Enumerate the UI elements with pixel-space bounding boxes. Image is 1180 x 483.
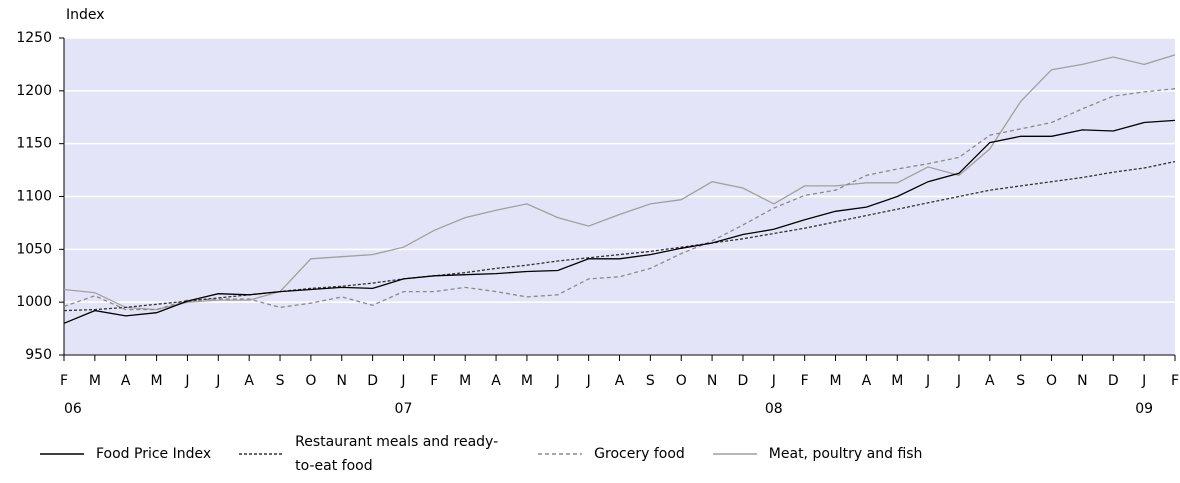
series-line [63, 88, 1176, 311]
x-tick-label: A [121, 373, 131, 389]
legend-item: Grocery food [538, 446, 685, 462]
x-tick-label: N [1077, 373, 1087, 389]
x-tick-label: J [400, 373, 405, 389]
legend-swatch [538, 453, 583, 455]
x-tick-label: A [491, 373, 501, 389]
chart: Index 950 1000 1050 1100 1150 1200 1250 F 06 M A M J… [16, 7, 1179, 417]
x-tick-label: D [1108, 373, 1119, 389]
x-tick-label: J [771, 373, 776, 389]
year-label: 06 [64, 401, 82, 417]
legend-item: Restaurant meals and ready-to-eat food [239, 430, 510, 478]
x-tick-label: F [1171, 373, 1179, 389]
legend-swatch [239, 453, 284, 455]
legend-label: Restaurant meals and ready-to-eat food [295, 434, 499, 474]
x-tick-label: N [337, 373, 347, 389]
x-tick-label: D [367, 373, 378, 389]
x-tick-label: D [738, 373, 749, 389]
x-tick-label: M [459, 373, 471, 389]
x-tick-label: S [276, 373, 285, 389]
x-tick-label: O [1046, 373, 1057, 389]
x-tick-label: S [1016, 373, 1025, 389]
y-tick-label: 1150 [16, 136, 52, 152]
x-tick-label: J [925, 373, 930, 389]
x-tick-label: J [555, 373, 560, 389]
legend-swatch [712, 453, 757, 455]
legend-label: Food Price Index [96, 446, 212, 462]
x-tick-label: A [862, 373, 872, 389]
x-tick-label: M [151, 373, 163, 389]
y-tick-label: 1200 [16, 83, 52, 99]
series-line [63, 119, 1176, 324]
x-tick-label: S [646, 373, 655, 389]
y-tick-label: 1100 [16, 189, 52, 205]
x-tick-label: J [1141, 373, 1146, 389]
year-label: 07 [395, 401, 413, 417]
x-tick-label: O [676, 373, 687, 389]
x-tick-label: J [586, 373, 591, 389]
x-tick-label: F [801, 373, 809, 389]
x-tick-label: J [956, 373, 961, 389]
x-tick-label: A [615, 373, 625, 389]
x-tick-label: O [305, 373, 316, 389]
y-tick-label: 1250 [16, 30, 52, 46]
y-tick-label: 1000 [16, 294, 52, 310]
year-label: 09 [1135, 401, 1153, 417]
y-tick-label: 950 [25, 347, 52, 363]
y-tick-label: 1050 [16, 241, 52, 257]
x-tick-label: A [244, 373, 254, 389]
legend-item: Food Price Index [40, 446, 211, 462]
x-tick-label: M [521, 373, 533, 389]
x-tick-label: F [60, 373, 68, 389]
x-tick-label: M [89, 373, 101, 389]
x-tick-label: J [184, 373, 189, 389]
series-line [63, 54, 1176, 311]
legend-item: Meat, poultry and fish [712, 446, 923, 462]
legend-swatch [40, 453, 84, 455]
x-tick-label: M [829, 373, 841, 389]
legend: Food Price Index Restaurant meals and rea… [40, 430, 950, 478]
x-tick-label: J [215, 373, 220, 389]
year-label: 08 [765, 401, 783, 417]
x-tick-label: M [891, 373, 903, 389]
legend-label: Grocery food [594, 446, 685, 462]
x-tick-label: F [430, 373, 438, 389]
x-tick-label: A [985, 373, 995, 389]
legend-label: Meat, poultry and fish [768, 446, 923, 462]
x-tick-label: N [707, 373, 717, 389]
y-axis-label: Index [66, 7, 105, 23]
